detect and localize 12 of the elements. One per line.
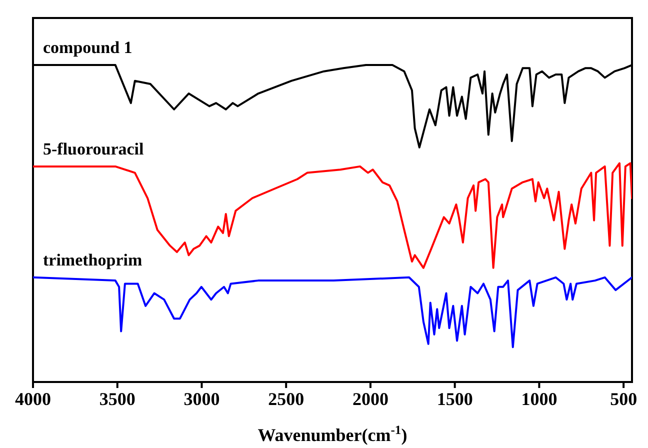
x-axis-title: Wavenumber(cm$^{-1}$) xyxy=(258,423,408,445)
x-tick-label: 2000 xyxy=(352,389,388,409)
x-tick-label: 1500 xyxy=(436,389,473,409)
x-tick-label: 1000 xyxy=(521,389,558,409)
x-tick-label: 3500 xyxy=(99,389,136,409)
series-label: compound 1 xyxy=(43,38,132,57)
x-tick-label: 500 xyxy=(610,389,638,409)
series-label: trimethoprim xyxy=(43,250,142,270)
x-tick-label: 2500 xyxy=(268,389,304,409)
x-tick-label: 4000 xyxy=(15,389,51,409)
series-label: 5-fluorouracil xyxy=(43,139,144,158)
x-tick-label: 3000 xyxy=(184,389,220,409)
